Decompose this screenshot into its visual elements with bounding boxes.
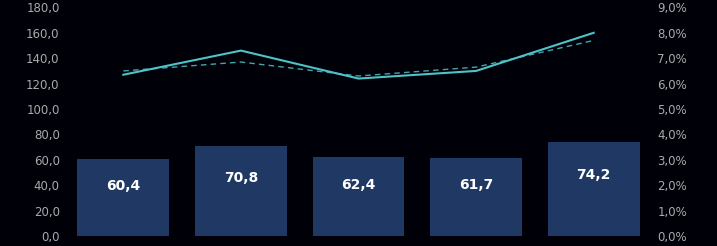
- Bar: [77, 159, 169, 236]
- Bar: [195, 146, 287, 236]
- Text: 74,2: 74,2: [576, 168, 611, 182]
- Text: 61,7: 61,7: [459, 178, 493, 192]
- Text: 62,4: 62,4: [341, 178, 376, 192]
- Text: 70,8: 70,8: [224, 171, 258, 185]
- Text: 60,4: 60,4: [106, 179, 141, 193]
- Bar: [430, 158, 522, 236]
- Bar: [313, 157, 404, 236]
- Bar: [548, 142, 640, 236]
